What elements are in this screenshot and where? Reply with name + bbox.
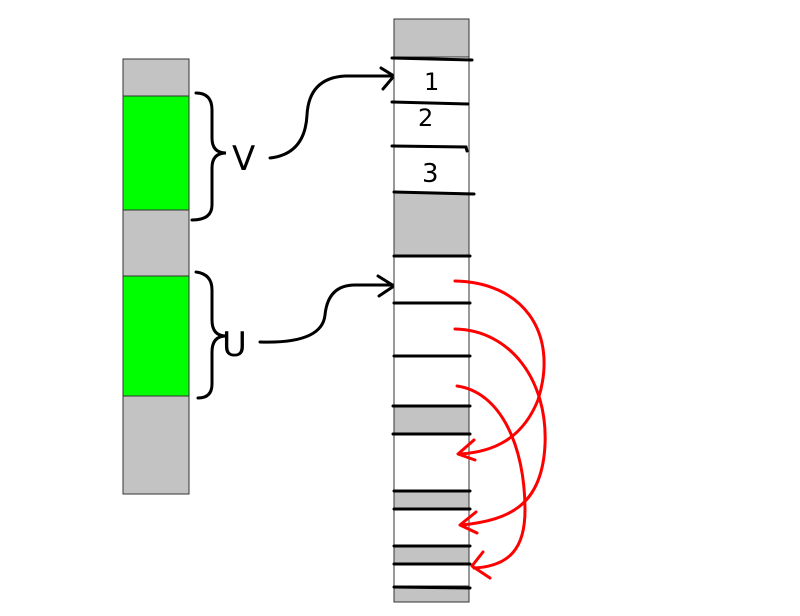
label-v: V xyxy=(232,139,255,179)
left-green-v xyxy=(122,95,190,211)
arrow-u-to-slots xyxy=(258,283,395,344)
brace-v xyxy=(190,91,227,222)
red-arrow-3-head xyxy=(470,550,492,580)
right-gray-top xyxy=(393,18,470,58)
right-gray-slot-c xyxy=(393,545,470,565)
slot-line xyxy=(392,190,476,196)
red-arrow-1 xyxy=(453,279,546,456)
right-buffer: 1 2 3 xyxy=(390,18,476,603)
red-arrow-2-head xyxy=(458,510,479,535)
left-green-u xyxy=(122,275,190,397)
slot-label-3: 3 xyxy=(422,159,439,189)
slot-line xyxy=(390,144,469,153)
left-buffer xyxy=(122,58,190,495)
arrowhead-v xyxy=(379,66,396,91)
right-gray-slot-b xyxy=(393,490,470,510)
label-u: U xyxy=(222,325,247,365)
right-gray-gap xyxy=(393,192,470,256)
slot-label-2: 2 xyxy=(418,104,433,132)
slot-label-1: 1 xyxy=(424,68,439,96)
left-gray-mid xyxy=(122,209,190,277)
left-gray-bottom xyxy=(122,395,190,495)
brace-u xyxy=(194,270,227,400)
slot-line xyxy=(392,585,472,590)
right-gray-slot-a xyxy=(393,405,470,435)
left-gray-top xyxy=(122,58,190,97)
arrow-v-to-slots xyxy=(268,74,394,160)
red-arrow-1-head xyxy=(456,438,477,462)
red-arrow-2 xyxy=(453,327,547,527)
slot-line xyxy=(390,56,474,62)
slot-line xyxy=(390,100,470,106)
red-arrow-3 xyxy=(455,384,527,570)
